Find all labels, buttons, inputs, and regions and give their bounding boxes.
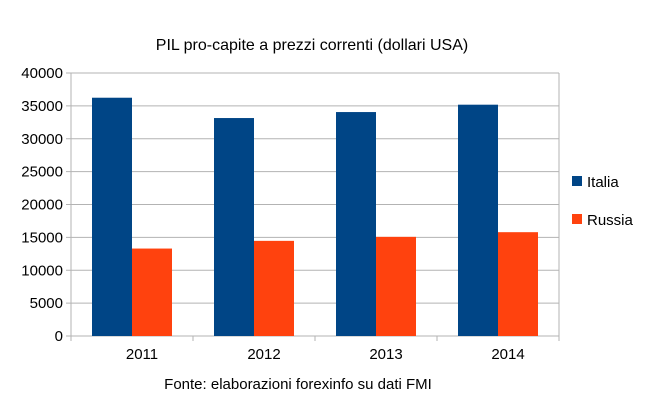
x-tick-label: 2011 xyxy=(126,346,158,363)
x-tick-label: 2012 xyxy=(247,346,280,363)
bar-russia-2013 xyxy=(376,236,416,336)
bar-russia-2014 xyxy=(498,232,538,336)
x-tick-labels: 2011 2012 2013 2014 xyxy=(126,346,525,363)
bar-italia-2013 xyxy=(336,112,376,336)
y-tick-label: 15000 xyxy=(21,229,63,246)
legend-label-italia: Italia xyxy=(587,174,619,191)
bar-russia-2012 xyxy=(254,240,294,336)
bar-italia-2012 xyxy=(214,118,254,336)
y-tick-label: 40000 xyxy=(21,65,63,82)
legend-swatch-italia xyxy=(572,176,582,186)
y-tick-labels: 0 5000 10000 15000 20000 25000 30000 35000 40000 xyxy=(21,65,63,345)
legend-label-russia: Russia xyxy=(587,212,634,229)
bar-italia-2011 xyxy=(92,97,132,336)
y-tick-label: 20000 xyxy=(21,197,63,214)
chart-title: PIL pro-capite a prezzi correnti (dollar… xyxy=(156,37,468,54)
y-tick-label: 30000 xyxy=(21,131,63,148)
y-tick-label: 0 xyxy=(55,328,63,345)
x-tick-label: 2013 xyxy=(369,346,402,363)
y-tick-label: 25000 xyxy=(21,164,63,181)
legend-swatch-russia xyxy=(572,214,582,224)
bar-russia-2011 xyxy=(132,248,172,336)
y-tick-label: 5000 xyxy=(30,295,63,312)
bar-italia-2014 xyxy=(458,104,498,336)
x-axis-label: Fonte: elaborazioni forexinfo su dati FM… xyxy=(164,376,432,393)
bars xyxy=(92,97,538,336)
y-tick-label: 10000 xyxy=(21,262,63,279)
y-tick-label: 35000 xyxy=(21,98,63,115)
legend: Italia Russia xyxy=(572,174,634,229)
axes xyxy=(66,72,560,341)
x-tick-label: 2014 xyxy=(491,346,524,363)
